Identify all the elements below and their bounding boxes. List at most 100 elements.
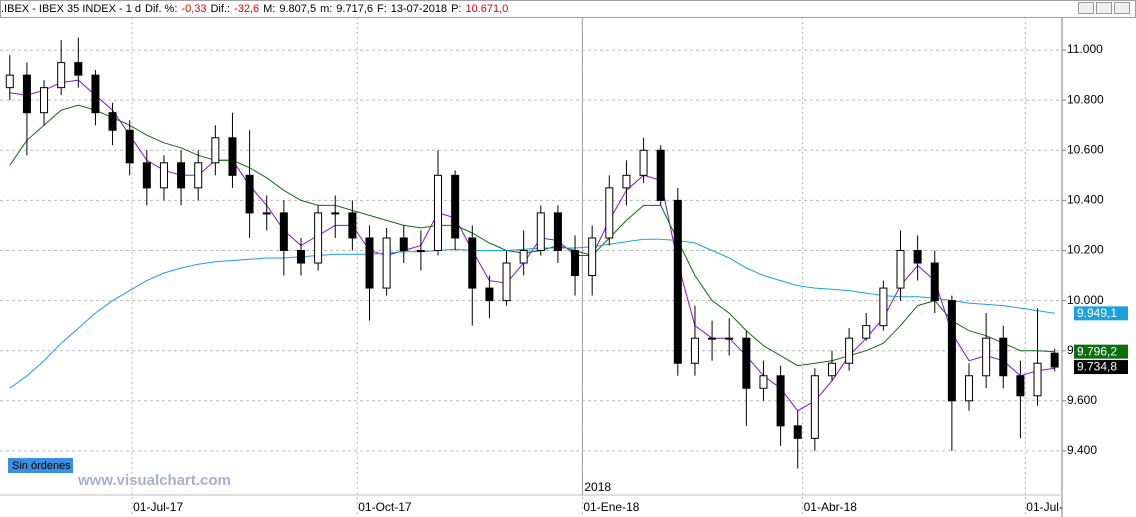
- y-tick-label: 9.600: [1067, 393, 1097, 407]
- candle-body: [519, 249, 528, 264]
- field-value: 9.807,5: [279, 3, 317, 15]
- candle-body: [125, 129, 134, 164]
- candle-body: [177, 162, 186, 189]
- candle-body: [879, 287, 888, 327]
- candle-body: [211, 137, 220, 164]
- last-value-label: 9.949,1: [1077, 306, 1117, 320]
- y-tick-label: 10.800: [1067, 92, 1104, 106]
- y-tick-label: 10.000: [1067, 293, 1104, 307]
- last-value-label-bg: [1074, 344, 1128, 359]
- candle-body: [502, 262, 511, 302]
- candle-body: [485, 287, 494, 302]
- candle-body: [91, 74, 100, 114]
- candle-body: [776, 375, 785, 427]
- candle-body: [536, 212, 545, 251]
- candle-body: [690, 337, 699, 364]
- candle-body: [40, 87, 49, 114]
- candle-body: [382, 237, 391, 289]
- moving-average: [9, 104, 1055, 367]
- candle-body: [159, 162, 168, 189]
- x-tick-label: 01-Ene-18: [583, 500, 639, 514]
- maximize-button[interactable]: [1096, 2, 1112, 14]
- moving-average: [9, 79, 1055, 412]
- candle-body: [365, 237, 374, 289]
- candle-body: [999, 337, 1008, 377]
- candle-body: [108, 112, 117, 131]
- field-value: 13-07-2018: [390, 3, 448, 15]
- x-tick-label: 01-Oct-17: [358, 500, 412, 514]
- field-value: 10.671,0: [465, 3, 509, 15]
- candle-body: [708, 337, 717, 340]
- candle-body: [142, 162, 151, 189]
- candle-body: [194, 162, 203, 189]
- candle-body: [930, 262, 939, 302]
- candle-body: [228, 137, 237, 176]
- year-marker-label: 2018: [584, 480, 611, 494]
- candle-body: [673, 199, 682, 364]
- grid: [0, 17, 1062, 517]
- candle-body: [622, 174, 631, 189]
- y-tick-label: 9.400: [1067, 443, 1097, 457]
- candle-body: [810, 375, 819, 439]
- candle-body: [468, 237, 477, 289]
- y-tick-label: 11.000: [1067, 42, 1103, 56]
- minimize-button[interactable]: [1078, 2, 1094, 14]
- candle-body: [331, 212, 340, 215]
- x-tick-label: 01-Abr-18: [804, 500, 858, 514]
- candle-body: [793, 425, 802, 439]
- last-price-label-bg: [1074, 360, 1128, 375]
- symbol: .IBEX - IBEX 35 INDEX - 1 d: [1, 3, 141, 15]
- candle-body: [947, 300, 956, 402]
- candle-body: [74, 62, 83, 76]
- candle-body: [314, 212, 323, 264]
- candle-body: [965, 375, 974, 402]
- candle-body: [827, 362, 836, 377]
- candle-body: [296, 249, 305, 264]
- candle-body: [913, 249, 922, 264]
- header: .IBEX - IBEX 35 INDEX - 1 d Dif. %: -0,33 D…: [0, 0, 1136, 18]
- candle-body: [1016, 375, 1025, 397]
- candle-body: [262, 212, 271, 215]
- x-tick-label: 01-Jul-: [1026, 500, 1063, 514]
- candle-body: [862, 325, 871, 339]
- watermark: www.visualchart.com: [77, 472, 231, 489]
- candle-body: [399, 237, 408, 251]
- candle-body: [725, 337, 734, 340]
- y-tick-label: 10.600: [1067, 142, 1104, 156]
- x-tick-label: 01-Jul-17: [133, 500, 183, 514]
- candle-body: [348, 212, 357, 239]
- orders-button[interactable]: Sin órdenes: [12, 460, 71, 472]
- candle-body: [434, 174, 443, 251]
- candle-body: [605, 187, 614, 239]
- candle-body: [22, 74, 31, 114]
- field-value: -32,6: [234, 3, 260, 15]
- close-button[interactable]: [1114, 2, 1130, 14]
- last-value-label-bg: [1074, 306, 1128, 321]
- candle-body: [416, 249, 425, 252]
- field-value: -0,33: [181, 3, 207, 15]
- orders-button-bg[interactable]: [8, 458, 73, 473]
- candle-body: [5, 74, 14, 89]
- candle-body: [588, 237, 597, 277]
- candle-body: [553, 212, 562, 251]
- candle-body: [57, 62, 66, 89]
- candle-body: [1033, 362, 1042, 397]
- candle-body: [639, 149, 648, 176]
- field-label: Dif. %:: [145, 3, 178, 15]
- field-value: 9.717,6: [336, 3, 373, 15]
- y-tick-label: 10.400: [1067, 193, 1104, 207]
- y-tick-label: 10.200: [1067, 243, 1104, 257]
- candle-body: [279, 212, 288, 251]
- candle-body: [1050, 352, 1059, 368]
- candle-body: [742, 337, 751, 389]
- candle-body: [982, 337, 991, 377]
- field-label: m:: [320, 3, 333, 15]
- field-label: Dif.:: [210, 3, 231, 15]
- field-label: P:: [451, 3, 462, 15]
- last-price-label: 9.734,8: [1077, 360, 1117, 374]
- candle-body: [245, 174, 254, 214]
- candle-body: [656, 149, 665, 201]
- candle-body: [571, 249, 580, 277]
- last-value-label: 9.796,2: [1077, 344, 1117, 358]
